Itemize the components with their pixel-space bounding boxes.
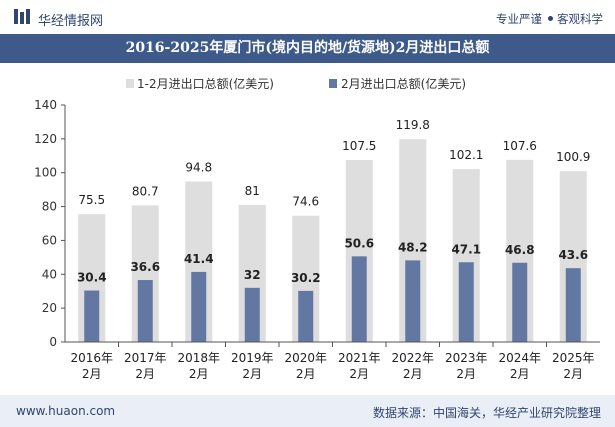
legend-label-total: 1-2月进出口总额(亿美元) [137,76,274,91]
bar-feb [298,290,314,342]
bar-feb [191,271,207,342]
x-axis: 2016年 2月 2017年 2月 2018年 2月 2019年 2月 2020年 2月 2021年… [65,341,600,381]
x-tick-label: 2月 [296,367,316,381]
data-label-feb: 50.6 [344,236,374,250]
y-axis: 0 20 40 60 80 100 120 140 [34,98,66,349]
data-label-feb: 32 [244,268,261,282]
y-tick-label: 0 [49,335,57,349]
x-tick-label: 2025年 [552,351,595,365]
data-label-feb: 36.6 [130,260,160,274]
legend-swatch-total [126,79,134,88]
bar-feb [244,287,260,342]
data-label-feb: 47.1 [451,242,481,256]
x-tick-label: 2月 [242,367,262,381]
tagline: 专业严谨 客观科学 [496,11,603,27]
brand-logo-icon [14,9,30,24]
data-source: 数据来源：中国海关，华经产业研究院整理 [372,406,601,420]
x-tick-label: 2021年 [338,351,381,365]
x-tick-label: 2024年 [498,351,541,365]
y-tick-label: 60 [42,233,57,247]
data-label-feb: 43.6 [558,248,588,262]
y-tick-label: 20 [42,301,57,315]
data-label-total: 100.9 [556,150,590,164]
chart-title: 2016-2025年厦门市(境内目的地/货源地)2月进出口总额 [0,34,615,63]
bar-feb [351,256,367,342]
bar-feb [458,262,474,342]
chart-legend: 1-2月进出口总额(亿美元) 2月进出口总额(亿美元) [126,76,466,91]
tagline-dot-icon [548,16,553,21]
x-tick-label: 2019年 [231,351,274,365]
y-tick-label: 140 [34,98,57,112]
y-tick-label: 40 [42,267,57,281]
data-label-feb: 41.4 [184,252,214,266]
x-tick-label: 2月 [510,367,530,381]
bar-feb [565,268,581,342]
tagline-right: 客观科学 [557,12,603,26]
x-tick-label: 2023年 [445,351,488,365]
legend-label-feb: 2月进出口总额(亿美元) [341,76,466,91]
bar-feb [137,280,153,342]
x-tick-label: 2017年 [124,351,167,365]
x-tick-label: 2018年 [177,351,220,365]
bar-chart: 1-2月进出口总额(亿美元) 2月进出口总额(亿美元) 0 20 40 60 80 100… [34,76,600,381]
data-label-total: 102.1 [449,148,483,162]
legend-swatch-feb [329,79,337,88]
y-tick-label: 80 [42,200,57,214]
brand-name: 华经情报网 [38,14,104,29]
data-label-feb: 48.2 [398,240,428,254]
website-link[interactable]: www.huaon.com [16,404,116,418]
data-label-total: 81 [245,184,260,198]
x-tick-label: 2月 [456,367,476,381]
data-label-total: 80.7 [132,184,159,198]
x-tick-label: 2月 [82,367,102,381]
data-label-total: 119.8 [396,118,430,132]
bar-series [78,139,587,342]
data-label-feb: 46.8 [505,243,535,257]
value-labels: 75.5 30.4 80.7 36.6 94.8 41.4 81 32 74.6 30.2 107.… [77,118,590,285]
tagline-left: 专业严谨 [496,12,542,26]
x-tick-label: 2月 [349,367,369,381]
x-tick-label: 2016年 [70,351,113,365]
bar-feb [84,290,100,342]
data-label-feb: 30.4 [77,271,107,285]
data-label-total: 107.6 [503,139,537,153]
x-tick-label: 2022年 [391,351,434,365]
y-tick-label: 120 [34,132,57,146]
x-tick-label: 2月 [403,367,423,381]
data-label-total: 107.5 [342,139,376,153]
data-label-feb: 30.2 [291,271,321,285]
data-label-total: 75.5 [78,193,105,207]
bar-feb [512,262,528,342]
data-label-total: 94.8 [185,161,212,175]
header-bar: 华经情报网 专业严谨 客观科学 [0,0,615,34]
y-tick-label: 100 [34,166,57,180]
footer-bar: www.huaon.com 数据来源：中国海关，华经产业研究院整理 [0,395,615,427]
x-tick-label: 2月 [189,367,209,381]
x-tick-label: 2月 [135,367,155,381]
data-label-total: 74.6 [292,195,319,209]
x-tick-label: 2月 [563,367,583,381]
x-tick-label: 2020年 [284,351,327,365]
bar-feb [405,260,421,342]
